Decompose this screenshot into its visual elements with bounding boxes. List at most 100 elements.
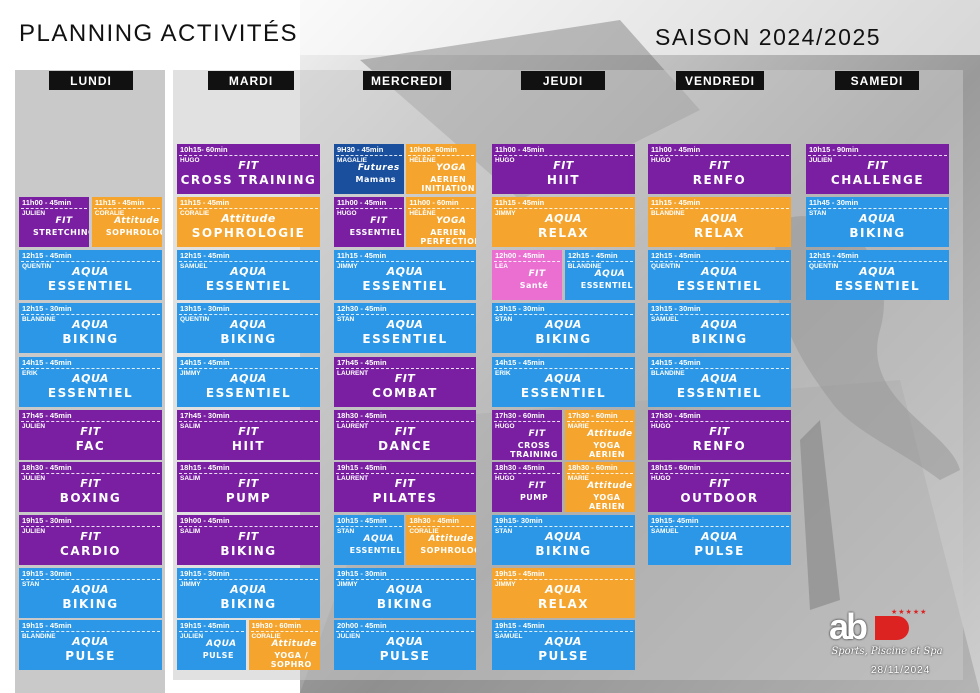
session-time: 10h15- 60min	[180, 145, 228, 154]
session-name: CROSS TRAINING	[510, 441, 558, 459]
session-card[interactable]: 19h00 - 45min SALIM FIT BIKING	[177, 515, 320, 565]
session-card[interactable]: 19h15- 30min STAN AQUA BIKING	[492, 515, 635, 565]
session-card[interactable]: 11h00 - 45min HUGO FIT RENFO	[648, 144, 791, 194]
session-coach: JIMMY	[337, 263, 358, 270]
session-coach: MARIE	[567, 423, 589, 430]
session-card[interactable]: 12h00 - 45min LEA FIT Santé	[492, 250, 563, 300]
session-name: ESSENTIEL	[349, 228, 402, 237]
session-card[interactable]: 19h15 - 45min JIMMY AQUA RELAX	[492, 568, 635, 618]
session-card[interactable]: 10h15- 60min HUGO FIT CROSS TRAINING	[177, 144, 320, 194]
session-card[interactable]: 17h45 - 45min LAURENT FIT COMBAT	[334, 357, 476, 407]
session-card[interactable]: 11h15 - 45min JIMMY AQUA ESSENTIEL	[334, 250, 476, 300]
session-coach: JIMMY	[495, 210, 516, 217]
session-card[interactable]: 19h15 - 30min JIMMY AQUA BIKING	[334, 568, 476, 618]
session-coach: JULIEN	[809, 157, 833, 164]
session-card[interactable]: 12h15 - 45min SAMUEL AQUA ESSENTIEL	[177, 250, 320, 300]
session-name: ESSENTIEL	[676, 386, 763, 400]
session-card[interactable]: 18h30 - 45min HUGO FIT PUMP	[492, 462, 563, 512]
session-card[interactable]: 17h45 - 30min SALIM FIT HIIT	[177, 410, 320, 460]
session-brand: AQUA	[386, 265, 424, 278]
session-divider	[494, 579, 633, 580]
session-card[interactable]: 20h00 - 45min JULIEN AQUA PULSE	[334, 620, 476, 670]
session-card[interactable]: 12h15 - 30min BLANDINE AQUA BIKING	[19, 303, 162, 353]
session-time: 12h00 - 45min	[495, 251, 545, 260]
session-card[interactable]: 14h15 - 45min BLANDINE AQUA ESSENTIEL	[648, 357, 791, 407]
session-card[interactable]: 18h15 - 60min HUGO FIT OUTDOOR	[648, 462, 791, 512]
session-card[interactable]: 13h15 - 30min QUENTIN AQUA BIKING	[177, 303, 320, 353]
session-brand: AQUA	[545, 583, 582, 596]
session-coach: QUENTIN	[809, 263, 839, 270]
session-card[interactable]: 18h15 - 45min SALIM FIT PUMP	[177, 462, 320, 512]
session-card[interactable]: 18h30 - 60min MARIE Attitude YOGA AERIEN	[564, 462, 635, 512]
session-card[interactable]: 17h30 - 60min HUGO FIT CROSS TRAINING	[492, 410, 563, 460]
session-card[interactable]: 19h15 - 45min SAMUEL AQUA PULSE	[492, 620, 635, 670]
session-coach: STAN	[495, 528, 513, 535]
session-divider	[566, 473, 633, 474]
session-divider	[494, 473, 561, 474]
session-card[interactable]: 10h15 - 90min JULIEN FIT CHALLENGE	[806, 144, 949, 194]
session-name: ESSENTIEL	[520, 386, 607, 400]
session-name: YOGA AERIEN	[588, 441, 625, 459]
session-card[interactable]: 11h00 - 45min HUGO FIT HIIT	[492, 144, 635, 194]
session-card[interactable]: 12h15 - 45min BLANDINE AQUA ESSENTIEL	[564, 250, 635, 300]
session-card[interactable]: 19h30 - 60min CORALIE Attitude YOGA / SOPHR…	[248, 620, 320, 670]
session-card[interactable]: 14h15 - 45min ERIK AQUA ESSENTIEL	[492, 357, 635, 407]
session-divider	[179, 368, 318, 369]
session-divider	[566, 421, 633, 422]
session-card[interactable]: 11h45 - 30min STAN AQUA BIKING	[806, 197, 949, 247]
session-card[interactable]: 12h30 - 45min STAN AQUA ESSENTIEL	[334, 303, 476, 353]
session-card[interactable]: 17h30 - 45min HUGO FIT RENFO	[648, 410, 791, 460]
session-card[interactable]: 14h15 - 45min JIMMY AQUA ESSENTIEL	[177, 357, 320, 407]
session-card[interactable]: 18h30 - 45min LAURENT FIT DANCE	[334, 410, 476, 460]
session-coach: LAURENT	[337, 423, 369, 430]
session-card[interactable]: 13h15 - 30min STAN AQUA BIKING	[492, 303, 635, 353]
session-card[interactable]: 19h15 - 45min LAURENT FIT PILATES	[334, 462, 476, 512]
session-card[interactable]: 19h15 - 30min JULIEN FIT CARDIO	[19, 515, 162, 565]
session-card[interactable]: 14h15 - 45min ERIK AQUA ESSENTIEL	[19, 357, 162, 407]
session-card[interactable]: 13h15 - 30min SAMUEL AQUA BIKING	[648, 303, 791, 353]
session-card[interactable]: 11h15 - 45min JIMMY AQUA RELAX	[492, 197, 635, 247]
session-name: COMBAT	[372, 386, 438, 400]
session-coach: HUGO	[651, 423, 671, 430]
session-card[interactable]: 9H30 - 45min MAGALIE Futures Mamans	[334, 144, 404, 194]
session-card[interactable]: 19h15 - 45min BLANDINE AQUA PULSE	[19, 620, 162, 670]
session-coach: CORALIE	[180, 210, 210, 217]
session-name: PULSE	[694, 544, 745, 558]
session-card[interactable]: 11h15 - 45min BLANDINE AQUA RELAX	[648, 197, 791, 247]
session-card[interactable]: 10h15 - 45min STAN AQUA ESSENTIEL	[334, 515, 404, 565]
session-time: 19h00 - 45min	[180, 516, 230, 525]
session-card[interactable]: 19h15 - 45min JULIEN AQUA PULSE	[177, 620, 246, 670]
session-card[interactable]: 18h30 - 45min JULIEN FIT BOXING	[19, 462, 162, 512]
session-brand: FIT	[528, 481, 546, 491]
session-brand: FIT	[867, 159, 888, 172]
session-name: BIKING	[220, 544, 277, 558]
session-card[interactable]: 12h15 - 45min QUENTIN AQUA ESSENTIEL	[806, 250, 949, 300]
session-time: 12h15 - 45min	[809, 251, 859, 260]
session-time: 19h15 - 30min	[180, 569, 230, 578]
session-card[interactable]: 17h45 - 45min JULIEN FIT FAC	[19, 410, 162, 460]
session-divider	[21, 526, 160, 527]
session-card[interactable]: 11h00 - 45min HUGO FIT ESSENTIEL	[334, 197, 404, 247]
session-brand: Attitude	[114, 216, 160, 226]
session-time: 9H30 - 45min	[337, 145, 384, 154]
session-brand: FIT	[394, 425, 416, 438]
session-card[interactable]: 19h15 - 30min STAN AQUA BIKING	[19, 568, 162, 618]
logo-stars: ★★★★★	[891, 609, 928, 616]
session-card[interactable]: 12h15 - 45min QUENTIN AQUA ESSENTIEL	[648, 250, 791, 300]
session-card[interactable]: 11h00 - 45min JULIEN FIT STRETCHING	[19, 197, 90, 247]
session-time: 19h15 - 30min	[22, 516, 72, 525]
session-brand: AQUA	[72, 265, 109, 278]
session-card[interactable]: 17h30 - 60min MARIE Attitude YOGA AERIEN	[564, 410, 635, 460]
session-coach: STAN	[22, 581, 40, 588]
session-name: PULSE	[65, 649, 116, 663]
session-card[interactable]: 10h00- 60min HÉLÈNE YOGA AERIEN INITIATION	[406, 144, 476, 194]
session-name: YOGA AERIEN	[588, 493, 625, 511]
session-card[interactable]: 19h15- 45min SAMUEL AQUA PULSE	[648, 515, 791, 565]
session-card[interactable]: 19h15 - 30min JIMMY AQUA BIKING	[177, 568, 320, 618]
session-time: 12h15 - 45min	[567, 251, 618, 260]
session-card[interactable]: 12h15 - 45min QUENTIN AQUA ESSENTIEL	[19, 250, 162, 300]
